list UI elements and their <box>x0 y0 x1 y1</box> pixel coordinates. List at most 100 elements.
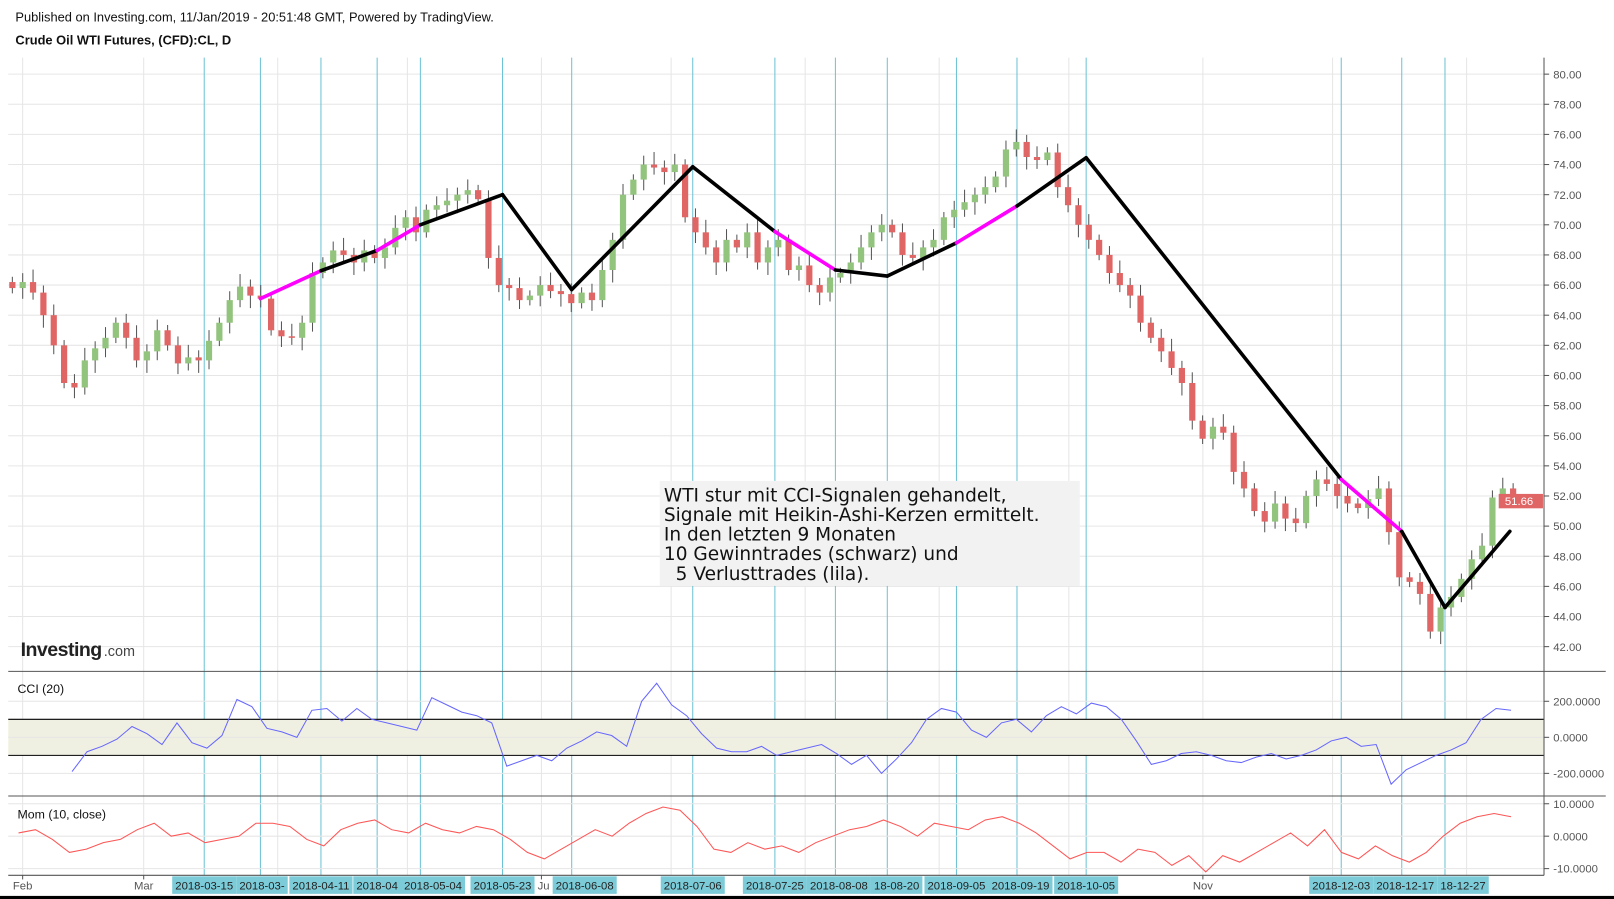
win-trade-line <box>569 164 695 292</box>
candle-down <box>806 265 813 286</box>
mom-tick-label: 0.0000 <box>1553 831 1588 843</box>
candle-up <box>878 224 885 233</box>
price-tick-label: 80.00 <box>1553 69 1581 81</box>
signal-date-label: 2018-10-05 <box>1057 881 1115 893</box>
annotation-line: 5 Verlusttrades (lila). <box>664 564 869 585</box>
candle-down <box>1137 295 1144 323</box>
signal-date-label: 18-12-27 <box>1440 881 1485 893</box>
candle-up <box>930 239 937 248</box>
candle-down <box>557 291 565 295</box>
signal-date-box <box>924 876 989 894</box>
candle-down <box>71 382 78 388</box>
candle-down <box>661 167 668 173</box>
investing-logo: Investing .com <box>21 639 135 661</box>
logo-suffix: .com <box>104 644 135 660</box>
signal-date-label: 2018-08-08 <box>810 881 868 893</box>
win-trade-line <box>1015 155 1088 208</box>
candle-up <box>1499 488 1506 498</box>
candle-up <box>619 194 627 240</box>
signal-date-box <box>660 876 725 894</box>
win-trade-line <box>1084 155 1344 482</box>
candle-down <box>1344 495 1351 504</box>
candle-up <box>319 262 326 274</box>
mom-tick-label: -10.0000 <box>1553 864 1598 876</box>
candle-up <box>1013 141 1020 150</box>
candle-down <box>268 298 275 331</box>
candle-down <box>1189 382 1196 421</box>
candle-down <box>506 285 513 289</box>
candle-up <box>443 200 451 206</box>
candle-up <box>868 232 875 248</box>
candle-down <box>733 239 740 248</box>
candle-up <box>982 187 989 195</box>
candle-down <box>588 292 596 301</box>
candle-up <box>609 239 616 270</box>
signal-date-label: 2018-12-17 <box>1376 881 1434 893</box>
signal-date-box <box>1437 876 1489 894</box>
candle-up <box>1002 149 1010 177</box>
candle-down <box>9 282 16 289</box>
mom-tick-label: 10.0000 <box>1553 799 1594 811</box>
month-label: Mar <box>134 881 154 893</box>
candle-down <box>1054 152 1061 188</box>
price-tick-label: 76.00 <box>1553 130 1581 142</box>
win-trade-line <box>833 268 890 278</box>
candle-up <box>92 348 99 361</box>
candle-up <box>102 337 109 349</box>
candle-down <box>1282 503 1289 519</box>
loss-trade-line <box>773 229 838 272</box>
cci-tick-label: 200.0000 <box>1553 696 1600 708</box>
price-tick-label: 50.00 <box>1553 521 1581 533</box>
candle-down <box>713 247 720 263</box>
candle-down <box>1085 224 1092 240</box>
signal-date-label: 2018-12-03 <box>1312 881 1370 893</box>
cci-tick-label: -200.0000 <box>1553 768 1604 780</box>
trade-lines <box>258 155 1512 610</box>
candle-up <box>1375 488 1382 499</box>
candle-down <box>123 322 130 338</box>
signal-date-label: 2018-09-05 <box>928 881 986 893</box>
win-trade-line <box>1399 529 1447 610</box>
candle-down <box>164 330 171 346</box>
candle-up <box>723 239 730 263</box>
candle-down <box>1116 273 1123 286</box>
candle-down <box>1240 471 1248 489</box>
candle-down <box>1220 426 1227 433</box>
candle-down <box>1168 351 1175 368</box>
signal-date-label: 2018-03- <box>239 881 285 893</box>
candle-up <box>205 340 213 361</box>
candle-down <box>1075 205 1082 225</box>
candle-up <box>226 300 233 323</box>
price-tick-label: 52.00 <box>1553 491 1581 503</box>
signal-date-label: 2018-05-04 <box>404 881 462 893</box>
candle-down <box>1385 488 1393 533</box>
signal-date-label: 2018-05-23 <box>474 881 532 893</box>
candle-down <box>516 288 523 301</box>
candle-up <box>847 262 854 274</box>
candle-up <box>185 357 192 364</box>
signal-date-box <box>470 876 535 894</box>
candle-down <box>1354 503 1361 509</box>
price-tick-label: 68.00 <box>1553 250 1581 262</box>
signal-date-label: 2018-03-15 <box>175 881 233 893</box>
candle-down <box>692 217 699 233</box>
price-tick-label: 60.00 <box>1553 371 1581 383</box>
price-tick-label: 58.00 <box>1553 401 1581 413</box>
price-tick-label: 74.00 <box>1553 160 1581 172</box>
candle-down <box>1106 254 1113 274</box>
candle-down <box>40 292 47 316</box>
candle-up <box>1209 426 1217 439</box>
signal-date-box <box>1309 876 1374 894</box>
candle-down <box>340 250 347 255</box>
x-axis-labels: Feb Mar Ju Nov 2018-03-15 2018-03- 2018-04-11 2… <box>13 875 1486 893</box>
last-price-tag <box>1498 493 1543 509</box>
candle-up <box>330 250 337 263</box>
candle-up <box>599 269 606 301</box>
candle-up <box>992 176 999 188</box>
candle-down <box>1334 483 1341 496</box>
signal-date-box <box>742 876 807 894</box>
signal-date-box <box>400 876 466 894</box>
candle-down <box>1230 432 1237 472</box>
bottom-border <box>0 895 1614 899</box>
